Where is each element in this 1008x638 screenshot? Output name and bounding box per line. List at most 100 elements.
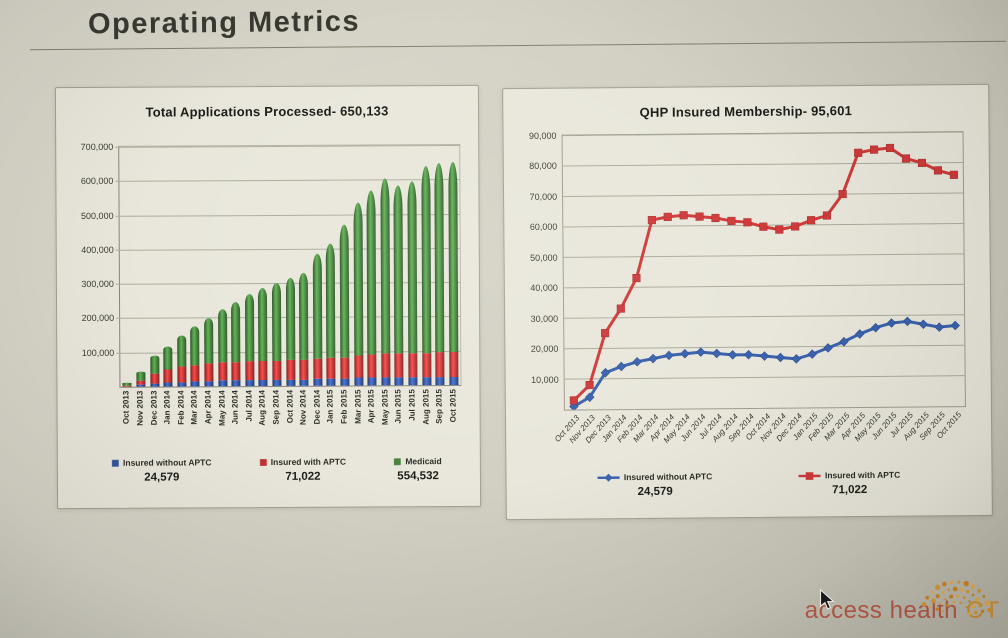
x-axis-tick-label: May 2014 [216, 390, 227, 426]
legend-series-name: Medicaid [405, 456, 442, 467]
x-axis-tick-label: Oct 2014 [284, 389, 295, 424]
line-series-insured-without-aptc [573, 319, 956, 408]
sunburst-dot [962, 596, 966, 600]
square-marker [901, 154, 911, 163]
diamond-marker [775, 352, 786, 363]
bar-segment-insured-with-aptc [408, 353, 418, 378]
bar-segment-insured-without-aptc [163, 382, 173, 387]
square-marker [933, 166, 943, 175]
x-axis-tick-label: Oct 2013 [121, 390, 131, 425]
y-axis-tick-label: 100,000 [81, 347, 115, 358]
legend-series-total: 71,022 [832, 483, 868, 497]
square-marker [885, 143, 895, 153]
square-marker [838, 189, 847, 199]
bar-segment-medicaid [393, 185, 404, 354]
bar-segment-medicaid [217, 309, 227, 363]
square-marker [616, 304, 625, 313]
y-axis-tick-label: 40,000 [530, 282, 558, 294]
sunburst-dot [965, 606, 968, 608]
sunburst-dot [930, 590, 934, 594]
bar-segment-medicaid [271, 283, 282, 361]
bar-segment-medicaid [258, 288, 268, 362]
bar-segment-medicaid [434, 162, 445, 353]
x-axis-tick-label: Nov 2013 [135, 390, 145, 426]
legend-label-row: Insured with APTC [259, 456, 347, 467]
bar-segment-insured-with-aptc [217, 362, 227, 381]
bar-segment-insured-with-aptc [245, 361, 255, 380]
y-axis-tick-label: 50,000 [530, 252, 558, 263]
gridline [115, 144, 460, 148]
line-chart-plot: 90,000 80,000 70,000 60,000 50,000 40,000 30,0… [529, 131, 966, 445]
line-chart-title: QHP Insured Membership- 95,601 [639, 103, 853, 120]
sunburst-dot [984, 600, 991, 606]
y-axis-tick-label: 80,000 [529, 161, 557, 172]
sunburst-dot [941, 590, 945, 595]
bar-segment-insured-without-aptc [435, 376, 445, 386]
gridline [563, 283, 964, 289]
gridline [564, 344, 965, 350]
bar-segment-insured-with-aptc [231, 361, 241, 381]
bar-segment-insured-with-aptc [204, 363, 214, 381]
diamond-marker [648, 353, 658, 364]
sunburst-dot [949, 580, 954, 585]
legend-label-row: Insured without APTC [597, 471, 712, 482]
bar-segment-insured-with-aptc [421, 352, 431, 377]
diamond-marker [600, 367, 611, 378]
square-marker [854, 148, 863, 157]
bar-segment-insured-with-aptc [326, 357, 336, 379]
square-marker [569, 396, 578, 405]
bar-segment-medicaid [163, 346, 173, 370]
diamond-marker [870, 322, 881, 333]
square-marker [727, 216, 736, 225]
sunburst-dot [971, 604, 976, 609]
sunburst-dot [952, 600, 956, 604]
sunburst-dot [957, 580, 961, 584]
x-axis-tick-label: Sep 2015 [434, 389, 444, 424]
square-marker [949, 170, 958, 179]
bar-segment-insured-with-aptc [122, 385, 132, 387]
diamond-marker [855, 329, 865, 339]
square-marker [743, 218, 752, 227]
bar-segment-medicaid [231, 301, 241, 362]
square-marker [679, 211, 688, 220]
legend-label-row: Medicaid [394, 456, 442, 467]
bar-segment-insured-without-aptc [258, 379, 268, 387]
bar-segment-medicaid [326, 243, 336, 358]
bar-segment-insured-without-aptc [177, 382, 187, 387]
bar-segment-insured-without-aptc [340, 378, 350, 386]
bar-segment-insured-with-aptc [299, 360, 309, 380]
sunburst-dot [934, 584, 941, 591]
legend-series-name: Insured with APTC [270, 456, 347, 467]
y-axis-tick-label: 70,000 [529, 191, 558, 202]
diamond-marker [632, 357, 642, 367]
diamond-marker [727, 350, 738, 360]
square-marker [822, 211, 832, 220]
bar-segment-medicaid [285, 277, 295, 361]
legend-label-row: Insured with APTC [798, 469, 901, 481]
sunburst-dot [925, 595, 930, 600]
sunburst-dot [978, 603, 983, 608]
gridline [563, 192, 964, 197]
diamond-marker [950, 320, 960, 331]
diamond-marker [759, 351, 770, 361]
bar-segment-insured-without-aptc [394, 377, 404, 386]
bar-segment-medicaid [312, 253, 323, 360]
square-marker [870, 145, 879, 154]
square-marker [711, 213, 720, 223]
bar-segment-medicaid [122, 382, 132, 386]
bar-segment-insured-with-aptc [190, 365, 200, 382]
bar-segment-insured-without-aptc [353, 377, 363, 386]
bar-segment-insured-with-aptc [394, 353, 404, 378]
diamond-marker [934, 322, 945, 332]
diamond-marker [823, 343, 833, 353]
line-series-insured-with-aptc [572, 146, 955, 402]
bar-segment-insured-with-aptc [380, 353, 391, 378]
legend-item-medicaid: Medicaid 554,532 [394, 456, 442, 482]
diamond-marker [791, 354, 802, 364]
y-axis-tick-label: 600,000 [80, 176, 114, 187]
x-axis-tick-label: Jul 2014 [244, 390, 254, 422]
mouse-cursor [819, 589, 835, 610]
legend-series-name: Insured with APTC [824, 469, 901, 481]
bar-segment-insured-without-aptc [367, 377, 377, 386]
legend-label-row: Insured without APTC [111, 457, 212, 468]
